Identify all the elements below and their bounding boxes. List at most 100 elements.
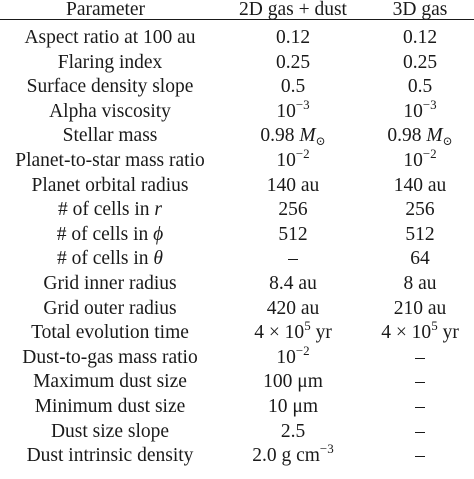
value-text: 4 × 10 (381, 322, 432, 344)
value-2d-cell: 420 au (220, 297, 366, 322)
value-text: 10 (276, 149, 296, 171)
table-row: Alpha viscosity 10−3 10−3 (0, 96, 474, 125)
value-text: – (415, 371, 425, 393)
value-exponent: −2 (422, 145, 437, 161)
table-row: Planet-to-star mass ratio 10−2 10−2 (0, 145, 474, 174)
parameter-cell: Dust-to-gas mass ratio (0, 346, 220, 371)
table-row: Aspect ratio at 100 au 0.12 0.12 (0, 20, 474, 51)
value-2d-cell: 10−3 (220, 98, 366, 125)
value-text: 512 (278, 223, 308, 245)
parameter-label: Dust intrinsic density (26, 445, 194, 467)
value-3d-cell: 0.98 M⊙ (366, 124, 474, 149)
parameter-label: Minimum dust size (34, 395, 186, 417)
header-row: Parameter 2D gas + dust 3D gas (0, 0, 474, 20)
parameter-label: Dust-to-gas mass ratio (22, 346, 198, 368)
value-exponent: −3 (422, 96, 437, 112)
parameter-cell: Maximum dust size (0, 370, 220, 395)
parameter-label: Dust size slope (50, 420, 170, 442)
value-unit-symbol: M (426, 125, 443, 147)
table-row: Maximum dust size 100 μm – (0, 370, 474, 395)
parameter-cell: Dust size slope (0, 420, 220, 445)
parameter-label: Stellar mass (62, 125, 158, 147)
value-text: – (288, 248, 298, 270)
parameter-cell: Flaring index (0, 51, 220, 76)
value-3d-cell: – (366, 370, 474, 395)
parameter-label: Grid inner radius (43, 272, 177, 294)
value-text: 10 (403, 100, 423, 122)
value-2d-cell: 512 (220, 223, 366, 248)
table-row: Flaring index 0.25 0.25 (0, 51, 474, 76)
value-3d-cell: 10−3 (366, 96, 474, 125)
value-text: 100 μm (263, 371, 323, 393)
parameter-cell: # of cells in r (0, 198, 220, 223)
value-3d-cell: – (366, 420, 474, 445)
value-text: 210 au (393, 297, 447, 319)
value-2d-cell: 4 × 105 yr (220, 318, 366, 346)
value-3d-cell: 64 (366, 247, 474, 272)
value-exponent: 5 (304, 318, 311, 334)
value-3d-cell: 8 au (366, 272, 474, 297)
value-subscript: ⊙ (442, 134, 453, 149)
value-text: 10 (403, 149, 423, 171)
value-text: 512 (405, 223, 435, 245)
value-text: 140 au (266, 174, 320, 196)
value-3d-cell: 0.12 (366, 20, 474, 51)
value-exponent: −3 (319, 441, 334, 457)
parameter-label: # of cells in (56, 223, 154, 245)
value-2d-cell: 0.5 (220, 75, 366, 100)
parameter-label: Planet orbital radius (31, 174, 189, 196)
value-2d-cell: 10−2 (220, 145, 366, 174)
parameter-label: # of cells in (57, 248, 154, 270)
value-3d-cell: – (366, 346, 474, 371)
parameter-label: Grid outer radius (43, 297, 177, 319)
parameter-variable: ϕ (153, 223, 164, 245)
value-3d-cell: 256 (366, 198, 474, 223)
value-text: 140 au (393, 174, 447, 196)
table-row: # of cells in r 256 256 (0, 198, 474, 223)
table-row: Minimum dust size 10 μm – (0, 395, 474, 420)
table-row: Dust intrinsic density 2.0 g cm−3 – (0, 441, 474, 469)
header-2d-gas-dust: 2D gas + dust (239, 0, 347, 20)
parameter-table: Parameter 2D gas + dust 3D gas Aspect ra… (0, 0, 474, 469)
value-2d-cell: 2.0 g cm−3 (220, 441, 366, 469)
value-text: 0.12 (275, 27, 311, 48)
value-text: 0.25 (275, 51, 311, 73)
table-row: # of cells in ϕ 512 512 (0, 223, 474, 248)
table-row: Surface density slope 0.5 0.5 (0, 75, 474, 100)
value-text: 256 (278, 199, 308, 221)
parameter-cell: Surface density slope (0, 75, 220, 100)
parameter-cell: Alpha viscosity (0, 100, 220, 125)
value-unit-symbol: M (299, 125, 316, 147)
value-text: 10 μm (268, 395, 318, 417)
table-row: Grid outer radius 420 au 210 au (0, 297, 474, 322)
value-text: 0.5 (280, 76, 306, 98)
value-2d-cell: 100 μm (220, 370, 366, 395)
value-2d-cell: 10 μm (220, 395, 366, 420)
value-3d-cell: 512 (366, 223, 474, 248)
value-2d-cell: 256 (220, 198, 366, 223)
parameter-cell: Planet-to-star mass ratio (0, 149, 220, 174)
table-row: # of cells in θ – 64 (0, 247, 474, 272)
value-text: 2.0 g cm (252, 445, 320, 467)
value-exponent: −2 (295, 145, 310, 161)
table-row: Planet orbital radius 140 au 140 au (0, 174, 474, 199)
value-3d-cell: 10−2 (366, 145, 474, 174)
parameter-label: Planet-to-star mass ratio (15, 149, 205, 171)
parameter-cell: Grid outer radius (0, 297, 220, 322)
value-text: 0.98 (387, 125, 427, 147)
table-row: Dust size slope 2.5 – (0, 420, 474, 445)
table-row: Dust-to-gas mass ratio 10−2 – (0, 342, 474, 371)
value-text: 8 au (403, 272, 437, 294)
parameter-cell: Grid inner radius (0, 272, 220, 297)
value-2d-cell: 140 au (220, 174, 366, 199)
parameter-label: Maximum dust size (33, 371, 187, 393)
value-text: 256 (405, 199, 435, 221)
parameter-label: Alpha viscosity (49, 100, 171, 122)
value-text: 4 × 10 (254, 322, 305, 344)
parameter-cell: Stellar mass (0, 124, 220, 149)
value-2d-cell: 8.4 au (220, 272, 366, 297)
value-text: 8.4 au (269, 272, 317, 294)
value-exponent: −2 (295, 342, 310, 358)
value-3d-cell: 140 au (366, 174, 474, 199)
parameter-variable: r (154, 199, 162, 221)
